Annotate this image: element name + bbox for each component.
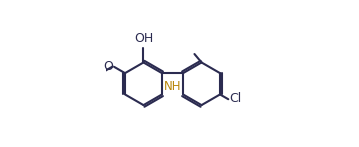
Text: OH: OH [135,32,154,45]
Text: O: O [104,60,113,73]
Text: Cl: Cl [229,92,241,105]
Text: NH: NH [164,80,181,93]
